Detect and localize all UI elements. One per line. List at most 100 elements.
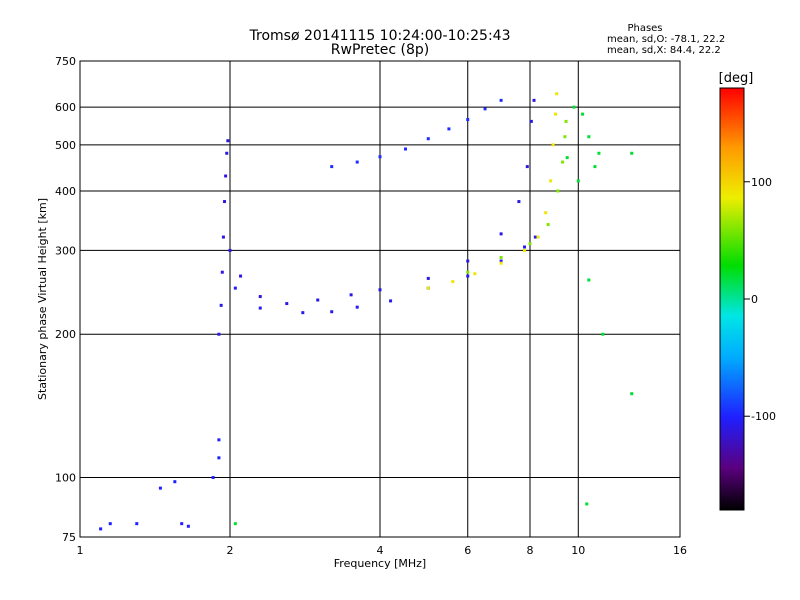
x-axis-label: Frequency [MHz]: [334, 557, 426, 570]
echo-point: [99, 527, 103, 531]
chart-subtitle: RwPretec (8p): [331, 42, 429, 58]
y-axis-label: Stationary phase Virtual Height [km]: [36, 198, 49, 400]
echo-point: [108, 522, 112, 526]
colorbar-tick-label: 0: [751, 293, 758, 306]
y-tick-label: 500: [55, 139, 76, 152]
echo-point: [225, 151, 229, 155]
echo-point: [426, 137, 430, 141]
echo-point: [483, 107, 487, 111]
echo-point: [523, 245, 527, 249]
echo-point: [529, 119, 533, 123]
phases-mean-x: mean, sd,X: 84.4, 22.2: [607, 45, 721, 56]
echo-point: [532, 98, 536, 102]
echo-point: [561, 160, 565, 164]
echo-point: [173, 480, 177, 484]
echo-point: [186, 524, 190, 528]
echo-point: [239, 274, 243, 278]
echo-point: [499, 255, 503, 259]
echo-point: [223, 200, 227, 204]
echo-point: [447, 127, 451, 131]
echo-point: [349, 293, 353, 297]
echo-point: [587, 278, 591, 282]
plot-frame: [79, 60, 681, 538]
phases-mean-o: mean, sd,O: -78.1, 22.2: [607, 34, 725, 45]
y-tick-label: 750: [55, 55, 76, 68]
x-tick-label: 2: [227, 544, 234, 557]
echo-point: [533, 235, 537, 239]
echo-point: [466, 118, 470, 122]
x-tick-label: 8: [527, 544, 534, 557]
echo-point: [499, 261, 503, 265]
phases-heading: Phases: [627, 23, 662, 34]
echo-point: [226, 139, 230, 143]
colorbar-unit: [deg]: [719, 71, 754, 86]
y-tick-label: 400: [55, 185, 76, 198]
echo-point: [466, 274, 470, 278]
echo-point: [330, 310, 334, 314]
chart-title: Tromsø 20141115 10:24:00-10:25:43: [249, 28, 511, 44]
echo-point: [224, 174, 228, 178]
echo-point: [585, 502, 589, 506]
echo-point: [593, 165, 597, 169]
echo-point: [378, 288, 382, 292]
echo-point: [258, 306, 262, 310]
x-tick-label: 4: [377, 544, 384, 557]
x-tick-label: 6: [464, 544, 471, 557]
y-tick-label: 300: [55, 244, 76, 257]
echo-point: [221, 235, 225, 239]
colorbar-tick-label: 100: [751, 176, 772, 189]
echo-point: [587, 135, 591, 139]
x-tick-label: 16: [673, 544, 687, 557]
echo-point: [378, 155, 382, 159]
colorbar-tick-label: -100: [751, 410, 776, 423]
echo-point: [389, 299, 393, 303]
echo-point: [158, 486, 162, 490]
echo-point: [285, 302, 289, 306]
echo-point: [525, 165, 529, 169]
echo-point: [466, 270, 470, 274]
x-tick-label: 10: [571, 544, 585, 557]
echo-point: [499, 232, 503, 236]
echo-point: [630, 392, 634, 396]
echo-point: [581, 112, 585, 116]
echo-point: [217, 332, 221, 336]
echo-point: [473, 272, 477, 276]
colorbar: [719, 87, 745, 511]
y-tick-label: 200: [55, 328, 76, 341]
echo-point: [217, 456, 221, 460]
echo-point: [217, 438, 221, 442]
echo-point: [551, 143, 555, 147]
echo-point: [499, 259, 503, 263]
y-tick-label: 75: [62, 531, 76, 544]
echo-point: [563, 135, 567, 139]
echo-point: [549, 179, 553, 183]
echo-point: [556, 189, 560, 193]
echo-point: [301, 311, 305, 315]
echo-point: [228, 248, 232, 252]
echo-point: [219, 303, 223, 307]
x-tick-label: 1: [77, 544, 84, 557]
echo-point: [451, 280, 455, 284]
echo-point: [355, 160, 359, 164]
echo-point: [555, 92, 559, 96]
echo-point: [499, 98, 503, 102]
echo-point: [426, 286, 430, 290]
echo-point: [258, 295, 262, 299]
y-tick-label: 600: [55, 101, 76, 114]
echo-point: [330, 165, 334, 169]
echo-point: [630, 151, 634, 155]
echo-point: [316, 298, 320, 302]
echo-point: [211, 476, 215, 480]
y-tick-label: 100: [55, 472, 76, 485]
echo-point: [426, 276, 430, 280]
echo-point: [601, 332, 605, 336]
echo-point: [523, 248, 527, 252]
echo-point: [536, 235, 540, 239]
echo-point: [403, 147, 407, 151]
echo-point: [564, 119, 568, 123]
echo-point: [576, 179, 580, 183]
echo-point: [233, 522, 237, 526]
echo-point: [572, 105, 576, 109]
echo-point: [553, 112, 557, 116]
